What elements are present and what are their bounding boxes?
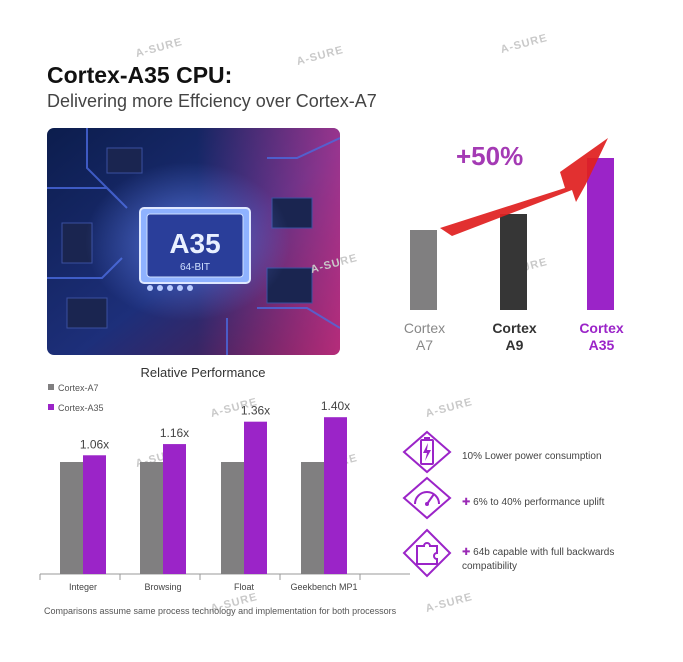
watermark: A-SURE [499, 31, 549, 57]
category-label: Integer [69, 582, 97, 592]
chip-sublabel: 64-BIT [180, 262, 210, 273]
category-label: Cortex [492, 320, 537, 336]
increase-arrow [440, 138, 608, 236]
watermark: A-SURE [424, 395, 474, 421]
watermark: A-SURE [424, 590, 474, 616]
bar-cortex-a7-integer [60, 462, 83, 574]
bar-cortex-a9 [500, 214, 527, 310]
feature-text: 64b capable with full backwards compatib… [462, 547, 615, 572]
feature-text: 10% Lower power consumption [462, 451, 602, 462]
feature-list: 10% Lower power consumption ✚ 6% to 40% … [402, 426, 672, 591]
gauge-icon [402, 476, 452, 520]
feature-item-performance: ✚ 6% to 40% performance uplift [462, 496, 604, 510]
legend-label: Cortex-A35 [58, 403, 104, 413]
watermark: A-SURE [134, 35, 184, 61]
data-label: 1.40x [321, 399, 350, 413]
chart-title: Relative Performance [141, 365, 266, 380]
plus-icon: ✚ [462, 497, 471, 508]
category-label: A7 [416, 337, 433, 353]
category-label: Browsing [144, 582, 181, 592]
puzzle-icon [402, 528, 452, 578]
feature-item-64bit: ✚ 64b capable with full backwards compat… [462, 546, 672, 574]
category-label: Cortex [404, 320, 445, 336]
category-label: A9 [506, 337, 524, 353]
feature-item-power: 10% Lower power consumption [462, 450, 602, 464]
feature-text: 6% to 40% performance uplift [473, 497, 605, 508]
bar-cortex-a35-browsing [163, 444, 186, 574]
bar-cortex-a7-float [221, 462, 244, 574]
data-label: 1.06x [80, 437, 109, 451]
bar-cortex-a35-integer [83, 455, 106, 574]
bar-cortex-a35-geekbench-mp1 [324, 417, 347, 574]
footnote: Comparisons assume same process technolo… [44, 606, 397, 616]
category-label: Geekbench MP1 [290, 582, 357, 592]
bar-cortex-a7 [410, 230, 437, 310]
page-subtitle: Delivering more Effciency over Cortex-A7 [47, 91, 377, 111]
plus-icon: ✚ [462, 547, 471, 558]
battery-icon [402, 430, 452, 474]
legend-swatch [48, 404, 54, 410]
cpu-chip-image: A35 64-BIT [47, 128, 340, 355]
legend-label: Cortex-A7 [58, 383, 99, 393]
page-title: Cortex-A35 CPU: [47, 62, 233, 88]
increase-annotation: +50% [456, 141, 523, 171]
category-label: Float [234, 582, 255, 592]
category-label: Cortex [579, 320, 624, 336]
data-label: 1.36x [241, 404, 270, 418]
data-label: 1.16x [160, 426, 189, 440]
bar-cortex-a35 [587, 158, 614, 310]
relative-performance-chart: Relative Performance Cortex-A7 Cortex-A35… [39, 365, 410, 592]
legend-swatch [48, 384, 54, 390]
bar-cortex-a7-browsing [140, 462, 163, 574]
category-label: A35 [589, 337, 615, 353]
bar-cortex-a35-float [244, 421, 267, 574]
chip-label: A35 [169, 228, 220, 259]
bar-cortex-a7-geekbench-mp1 [301, 462, 324, 574]
watermark: A-SURE [295, 43, 345, 69]
